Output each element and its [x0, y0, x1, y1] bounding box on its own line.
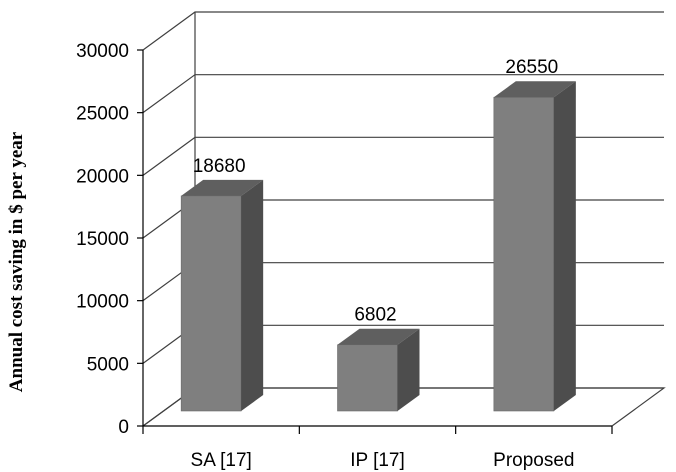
- bar: [337, 328, 420, 412]
- bar: [493, 81, 576, 412]
- y-tick-label: 30000: [76, 41, 129, 62]
- x-tick-label: IP [17]: [350, 450, 405, 471]
- bar-top-face: [493, 81, 576, 98]
- y-axis-title: Annual cost saving in $ per year: [6, 131, 27, 392]
- x-tick-label: Proposed: [493, 450, 574, 471]
- bar-front-face: [337, 344, 398, 412]
- data-label: 18680: [193, 156, 246, 177]
- label-layer: 18680 SA [17] 6802 IP [17] 26550 Proposed: [191, 57, 575, 471]
- bar-top-face: [337, 328, 420, 345]
- data-label: 6802: [354, 305, 396, 326]
- bar-layer: [180, 81, 576, 412]
- bar-side-face: [241, 179, 264, 411]
- y-tick-label: 25000: [76, 104, 129, 125]
- bar-front-face: [180, 195, 242, 412]
- x-tick-label: SA [17]: [191, 450, 252, 471]
- bar: [180, 179, 264, 412]
- gridline: [142, 74, 664, 114]
- y-tick-label: 5000: [87, 354, 129, 375]
- axis-layer: 0 5000 10000 15000 20000 25000 30000: [76, 41, 613, 438]
- bar-side-face: [553, 81, 576, 412]
- y-tick-label: 0: [118, 417, 129, 438]
- gridline: [142, 11, 664, 51]
- data-label: 26550: [505, 57, 558, 78]
- y-tick-label: 20000: [76, 166, 129, 187]
- y-tick-label: 15000: [76, 229, 129, 250]
- bar-side-face: [397, 328, 420, 411]
- bar-top-face: [181, 179, 264, 196]
- y-tick-label: 10000: [76, 292, 129, 313]
- bar-front-face: [493, 96, 555, 412]
